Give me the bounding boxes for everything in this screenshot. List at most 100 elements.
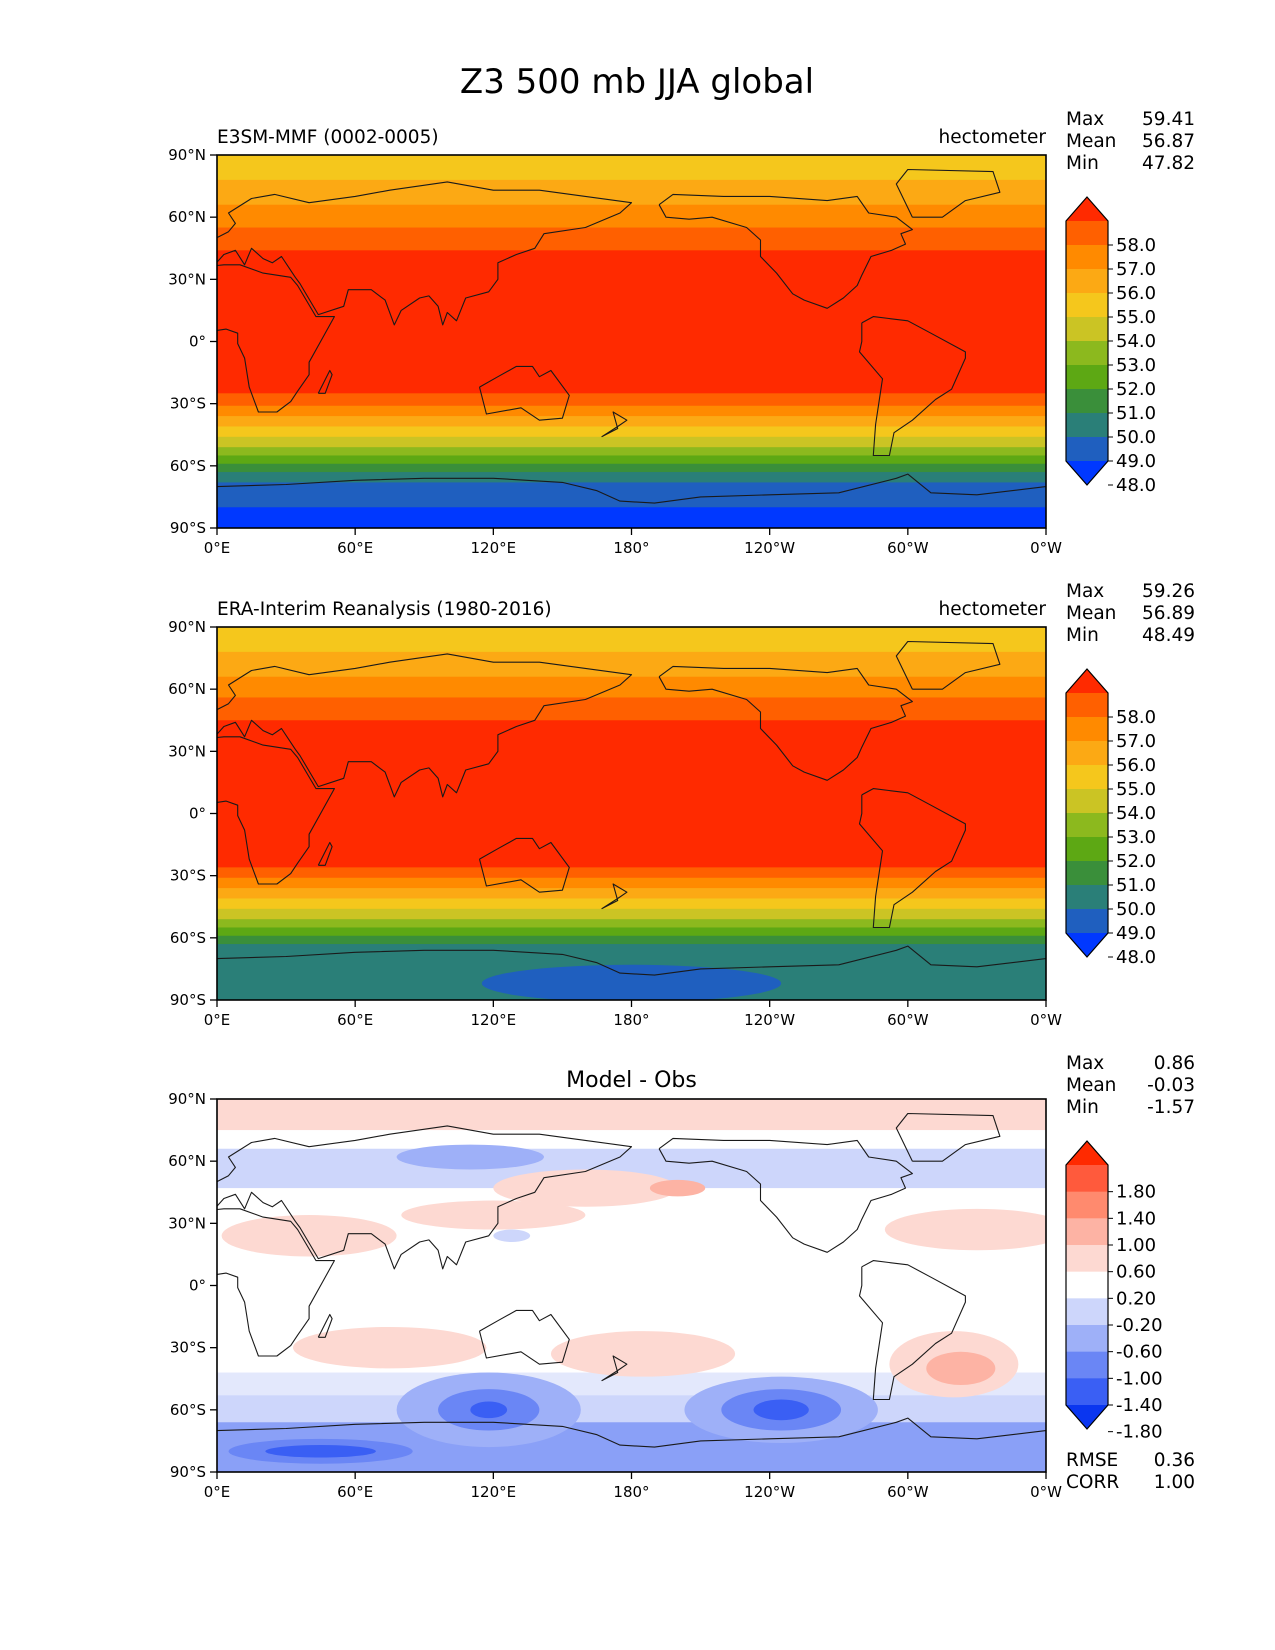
stat-label-mean: Mean <box>1066 131 1116 152</box>
coastline-north-america <box>658 665 913 781</box>
colorbar-segment <box>1066 1191 1108 1219</box>
figure-title: Z3 500 mb JJA global <box>460 62 814 102</box>
lat-tick-label: 60°N <box>168 680 206 698</box>
lat-tick-label: 90°N <box>168 618 206 636</box>
lat-tick-label: 0° <box>189 805 206 823</box>
colorbar-extend-top <box>1066 197 1108 221</box>
stat-label-mean: Mean <box>1066 1075 1116 1096</box>
lat-tick-label: 60°S <box>170 457 206 475</box>
coastline-greenland <box>895 168 1001 218</box>
lon-tick-label: 180° <box>613 1483 649 1501</box>
colorbar-segment <box>1066 837 1108 862</box>
colorbar-label: 0.20 <box>1116 1288 1156 1309</box>
contour-band-8 <box>217 426 1046 438</box>
colorbar-label: 57.0 <box>1116 731 1156 752</box>
contour-band-1 <box>217 1130 1046 1150</box>
footer-value-rmse: 0.36 <box>1154 1450 1195 1471</box>
coastline-south-america <box>858 316 966 457</box>
coastline-australia <box>478 365 570 421</box>
colorbar-segment <box>1066 293 1108 318</box>
map-area <box>217 155 1046 528</box>
contour-band-1 <box>217 651 1046 678</box>
stat-label-min: Min <box>1066 153 1099 174</box>
colorbar-label: 50.0 <box>1116 427 1156 448</box>
colorbar-label: 48.0 <box>1116 947 1156 968</box>
contour-band-0 <box>217 1099 1046 1131</box>
coastline-antarctica <box>217 945 1046 976</box>
colorbar-segment <box>1066 789 1108 814</box>
lon-tick-label: 60°W <box>887 1483 929 1501</box>
contour-blob-0 <box>396 1144 544 1170</box>
colorbar-segment <box>1066 1271 1108 1299</box>
colorbar-label: -1.40 <box>1116 1395 1163 1416</box>
colorbar-label: 58.0 <box>1116 235 1156 256</box>
colorbar-segment <box>1066 1351 1108 1379</box>
coastline-north-america <box>658 1137 913 1253</box>
colorbar-label: -0.60 <box>1116 1342 1163 1363</box>
contour-band-2 <box>217 676 1046 699</box>
lat-tick-label: 30°N <box>168 270 206 288</box>
stat-value-min: 48.49 <box>1142 625 1195 646</box>
coastline-madagascar <box>317 1313 333 1338</box>
colorbar-segment <box>1066 413 1108 438</box>
colorbar-segment <box>1066 1165 1108 1193</box>
coastline-eurasia <box>217 1125 633 1270</box>
colorbar-segment <box>1066 813 1108 838</box>
coastline-madagascar <box>317 841 333 866</box>
colorbar-label: -1.00 <box>1116 1368 1163 1389</box>
panel-units: hectometer <box>939 127 1047 148</box>
map-area <box>217 627 1046 1000</box>
lon-tick-label: 0°W <box>1030 1011 1062 1029</box>
contour-band-0 <box>217 155 1046 181</box>
colorbar-extend-bottom <box>1066 933 1108 957</box>
contour-band-11 <box>217 455 1046 465</box>
contour-blob-8 <box>550 1331 736 1377</box>
contour-band-3 <box>217 697 1046 721</box>
contour-band-5 <box>217 393 1046 407</box>
colorbar-label: 49.0 <box>1116 451 1156 472</box>
lat-tick-label: 30°N <box>168 742 206 760</box>
panel-left-title: E3SM-MMF (0002-0005) <box>217 127 439 148</box>
contour-band-12 <box>217 463 1046 473</box>
lon-tick-label: 120°W <box>744 1011 795 1029</box>
colorbar-segment <box>1066 317 1108 342</box>
stat-value-mean: -0.03 <box>1147 1075 1195 1096</box>
colorbar-segment <box>1066 693 1108 718</box>
lat-tick-label: 60°S <box>170 929 206 947</box>
lat-tick-label: 30°N <box>168 1214 206 1232</box>
contour-band-1 <box>217 179 1046 206</box>
colorbar: 1.80 1.40 1.00 0.60 0.20 -0.20 -0.60 -1.00 -1.40… <box>1065 1140 1163 1443</box>
colorbar-extend-top <box>1066 1141 1108 1165</box>
contour-band-7 <box>217 888 1046 900</box>
coastline-madagascar <box>317 369 333 394</box>
contour-band-9 <box>217 908 1046 920</box>
colorbar-segment <box>1066 269 1108 294</box>
colorbar-label: 54.0 <box>1116 803 1156 824</box>
colorbar-segment <box>1066 1218 1108 1246</box>
lat-tick-label: 90°N <box>168 1090 206 1108</box>
stat-value-mean: 56.89 <box>1142 603 1195 624</box>
colorbar-segment <box>1066 741 1108 766</box>
contour-band-2 <box>217 204 1046 229</box>
contour-blob-7 <box>292 1326 487 1369</box>
coastline-new-zealand <box>601 1355 628 1382</box>
stat-value-max: 59.41 <box>1142 109 1195 130</box>
lon-tick-label: 0°W <box>1030 539 1062 557</box>
lon-tick-label: 0°W <box>1030 1483 1062 1501</box>
lon-tick-label: 60°E <box>337 1483 373 1501</box>
colorbar-label: 52.0 <box>1116 851 1156 872</box>
contour-band-14 <box>217 482 1046 508</box>
stat-label-max: Max <box>1066 581 1104 602</box>
colorbar-label: 1.40 <box>1116 1208 1156 1229</box>
colorbar-segment <box>1066 861 1108 886</box>
colorbar: 58.0 57.0 56.0 55.0 54.0 53.0 52.0 51.0 50.0 49.0… <box>1065 668 1156 968</box>
contour-band-10 <box>217 919 1046 929</box>
lon-tick-label: 120°W <box>744 539 795 557</box>
contour-band-6 <box>217 877 1046 889</box>
coastline-australia <box>478 837 570 893</box>
contour-band-0 <box>217 627 1046 653</box>
contour-blob-16 <box>753 1399 809 1421</box>
footer-value-corr: 1.00 <box>1154 1472 1195 1493</box>
lat-tick-label: 90°S <box>170 519 206 537</box>
